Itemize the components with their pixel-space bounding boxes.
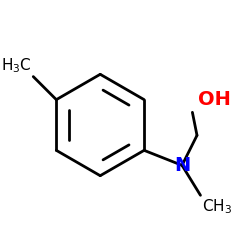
Text: $\mathregular{CH_3}$: $\mathregular{CH_3}$	[202, 198, 232, 216]
Text: N: N	[174, 156, 190, 175]
Text: $\mathregular{H_3C}$: $\mathregular{H_3C}$	[2, 56, 32, 75]
Text: OH: OH	[198, 90, 231, 109]
